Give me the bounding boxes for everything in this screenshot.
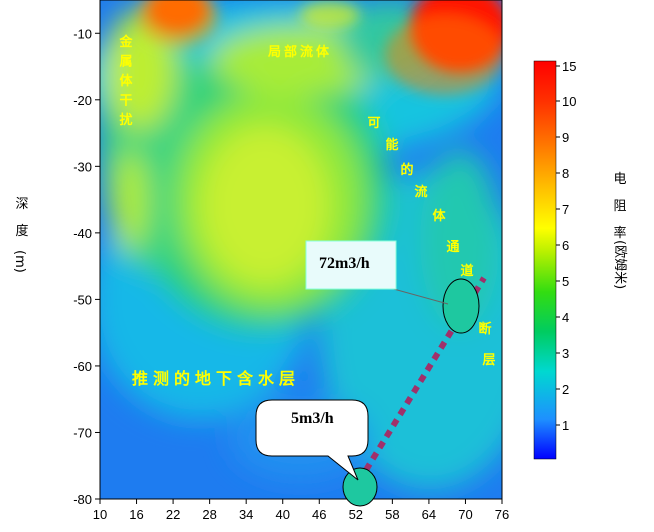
svg-text:度: 度 [15,223,28,239]
x-tick-label: 58 [385,507,399,522]
colorbar-tick-label: 2 [562,382,569,397]
svg-text:体: 体 [432,208,446,224]
y-tick-label: -20 [73,93,92,108]
annotation-fault: 断层 [478,321,495,368]
y-tick-label: -80 [73,492,92,507]
svg-text:(m): (m) [12,250,27,273]
y-tick-label: -70 [73,425,92,440]
x-tick-label: 40 [275,507,289,522]
x-tick-label: 10 [93,507,107,522]
colorbar-tick-label: 3 [562,346,569,361]
x-tick-label: 52 [349,507,363,522]
y-tick-label: -60 [73,359,92,374]
y-axis-label: 深度 (m) [12,197,29,273]
well-ellipse-upper [442,278,480,334]
colorbar-tick-label: 9 [562,130,569,145]
annotation-local-fluid: 局部流体 [268,44,332,60]
colorbar [533,60,557,460]
colorbar-label-main: 电阻率 [613,172,626,241]
svg-text:流: 流 [414,184,427,200]
x-tick-label: 28 [202,507,216,522]
x-tick-label: 64 [422,507,436,522]
colorbar-tick-label: 15 [562,59,576,74]
svg-text:能: 能 [385,137,398,153]
well-ellipse-lower [342,467,378,507]
colorbar-label: 电阻率(欧姆米) [612,172,627,289]
plot-frame [99,0,503,500]
svg-text:率: 率 [613,225,626,241]
colorbar-tick-label: 8 [562,166,569,181]
svg-text:道: 道 [460,263,473,279]
x-tick-label: 22 [166,507,180,522]
annotation-aquifer: 推测的地下含水层 [132,369,300,388]
x-tick-label: 34 [239,507,253,522]
colorbar-tick-label: 7 [562,202,569,217]
colorbar-tick-label: 1 [562,418,569,433]
svg-text:通: 通 [446,239,459,255]
callout-upper: 72m3/h [305,240,449,305]
colorbar-tick-label: 10 [562,94,576,109]
y-tick-label: -40 [73,226,92,241]
svg-text:属: 属 [119,55,132,70]
callout-lower-text: 5m3/h [291,410,334,427]
svg-text:的: 的 [400,162,413,178]
svg-text:(欧姆米): (欧姆米) [612,240,627,289]
svg-text:电: 电 [613,172,626,187]
y-tick-label: -30 [73,159,92,174]
colorbar-tick-label: 4 [562,310,569,325]
svg-text:扰: 扰 [119,112,132,128]
colorbar-ticks: 1 2 3 4 5 6 7 8 9 10 15 [556,59,576,433]
svg-text:干: 干 [119,94,132,109]
svg-text:阻: 阻 [613,199,626,214]
x-axis: 10 16 22 28 34 40 46 52 58 64 70 76 [93,499,509,522]
svg-text:层: 层 [482,353,495,368]
x-tick-label: 70 [458,507,472,522]
y-axis: -10 -20 -30 -40 -50 -60 -70 -80 [73,26,100,507]
svg-text:断: 断 [478,321,491,337]
svg-text:深: 深 [15,197,28,212]
x-tick-label: 46 [312,507,326,522]
svg-text:体: 体 [119,73,133,89]
colorbar-tick-label: 5 [562,274,569,289]
y-tick-label: -10 [73,26,92,41]
callout-upper-text: 72m3/h [319,255,370,272]
svg-text:金: 金 [118,34,133,50]
x-tick-label: 16 [129,507,143,522]
colorbar-tick-label: 6 [562,238,569,253]
y-label-main: 深度 [15,197,28,239]
callout-lower: 5m3/h [255,399,369,481]
svg-text:可: 可 [367,116,380,131]
y-tick-label: -50 [73,292,92,307]
x-tick-label: 76 [495,507,509,522]
